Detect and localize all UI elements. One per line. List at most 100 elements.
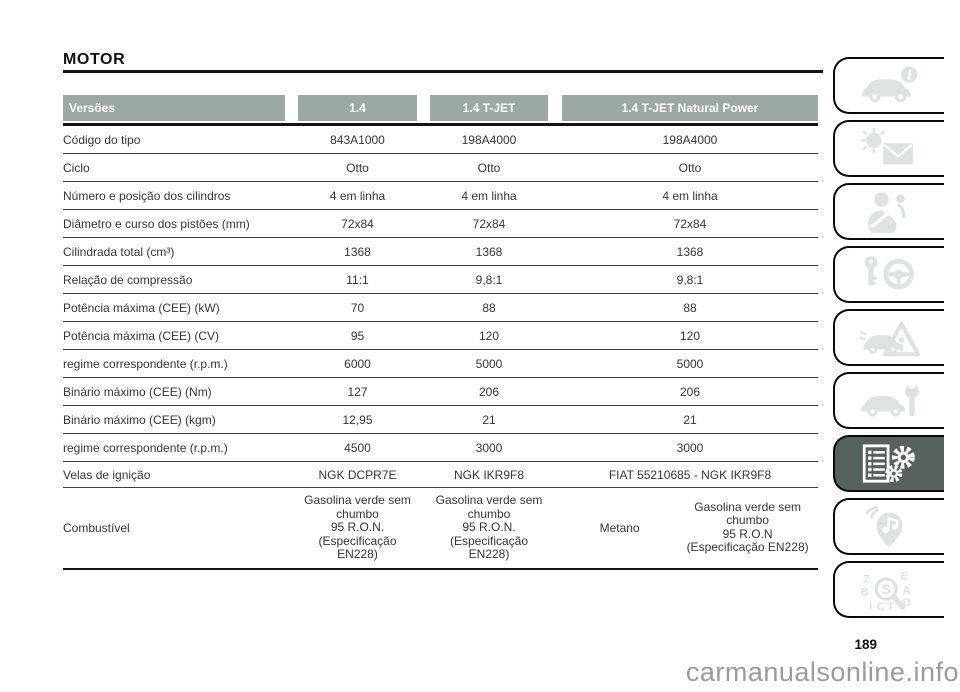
row-value: 198A4000 xyxy=(461,132,517,147)
row-value: 206 xyxy=(478,384,500,399)
row-value: 3000 xyxy=(475,440,503,455)
row-label: Código do tipo xyxy=(63,132,141,147)
svg-text:i: i xyxy=(907,67,912,83)
column-header-1-4: 1.4 xyxy=(298,95,417,121)
tab-multimedia[interactable] xyxy=(833,498,944,555)
row-value: Otto xyxy=(678,160,702,175)
row-value: Otto xyxy=(346,160,369,175)
tab-car-overview[interactable]: i xyxy=(833,57,944,114)
row-value: FIAT 55210685 - NGK IKR9F8 xyxy=(608,467,772,482)
column-header-versions: Versões xyxy=(63,95,285,121)
table-row: Diâmetro e curso dos pistões (mm) 72x84 … xyxy=(63,210,818,238)
column-header-1-4-tjet-np: 1.4 T-JET Natural Power xyxy=(562,95,818,121)
emergency-icon xyxy=(858,321,920,356)
table-row: regime correspondente (r.p.m.) 4500 3000… xyxy=(63,434,818,462)
row-value: 4 em linha xyxy=(662,188,718,203)
table-row: Potência máxima (CEE) (CV) 95 120 120 xyxy=(63,322,818,350)
svg-text:C: C xyxy=(876,601,884,611)
starting-driving-icon xyxy=(864,255,914,289)
table-row: Ciclo Otto Otto Otto xyxy=(63,154,818,182)
svg-text:D: D xyxy=(902,597,910,609)
svg-text:A: A xyxy=(902,584,910,596)
fuel-value-1-4-tjet-np: Metano Gasolina verde sem chumbo 95 R.O.… xyxy=(562,499,818,555)
row-value: 120 xyxy=(478,328,500,343)
table-row: regime correspondente (r.p.m.) 6000 5000… xyxy=(63,350,818,378)
row-value: 95 xyxy=(350,328,365,343)
svg-text:T: T xyxy=(887,601,894,611)
row-value: 5000 xyxy=(475,356,503,371)
row-label: Ciclo xyxy=(63,160,90,175)
table-row: Relação de compressão 11:1 9,8:1 9,8:1 xyxy=(63,266,818,294)
tab-alphabetical-index[interactable]: Z E B A I C T D S xyxy=(833,561,944,618)
row-value: 5000 xyxy=(676,356,704,371)
row-label: Potência máxima (CEE) (kW) xyxy=(63,300,220,315)
row-value: 198A4000 xyxy=(662,132,718,147)
table-row-spark-plugs: Velas de ignição NGK DCPR7E NGK IKR9F8 F… xyxy=(63,462,818,488)
section-tab-bar: i xyxy=(833,57,960,624)
row-value: 3000 xyxy=(676,440,704,455)
tab-warning-lights-messages[interactable] xyxy=(833,120,944,177)
row-label: Diâmetro e curso dos pistões (mm) xyxy=(63,216,250,231)
fuel-metano: Metano xyxy=(599,520,640,535)
table-row: Cilindrada total (cm³) 1368 1368 1368 xyxy=(63,238,818,266)
row-value: 11:1 xyxy=(346,272,369,287)
page-number: 189 xyxy=(854,637,877,652)
row-value: 4500 xyxy=(344,440,371,455)
row-value: 72x84 xyxy=(673,216,707,231)
alphabetical-index-icon: Z E B A I C T D S xyxy=(860,570,910,611)
svg-text:I: I xyxy=(869,600,872,611)
title-divider xyxy=(63,70,823,73)
row-value: 21 xyxy=(683,412,697,427)
fuel-value-1-4-tjet: Gasolina verde sem chumbo 95 R.O.N. (Esp… xyxy=(435,493,543,561)
tab-safety[interactable] xyxy=(833,183,944,240)
header-divider xyxy=(63,123,818,126)
table-row: Número e posição dos cilindros 4 em linh… xyxy=(63,182,818,210)
row-label: Velas de ignição xyxy=(63,467,151,482)
row-value: 9,8:1 xyxy=(676,272,704,287)
svg-text:Z: Z xyxy=(863,573,870,585)
row-label: Relação de compressão xyxy=(63,272,193,287)
row-value: 206 xyxy=(679,384,701,399)
engine-spec-table: Versões 1.4 1.4 T-JET 1.4 T-JET Natural … xyxy=(63,95,818,570)
svg-text:B: B xyxy=(860,586,868,598)
row-value: 88 xyxy=(482,300,496,315)
row-value: 12,95 xyxy=(342,412,373,427)
row-value: 4 em linha xyxy=(461,188,517,203)
row-value: 6000 xyxy=(344,356,371,371)
row-value: 1368 xyxy=(475,244,503,259)
row-value: NGK IKR9F8 xyxy=(453,467,525,482)
row-label: regime correspondente (r.p.m.) xyxy=(63,440,228,455)
svg-text:E: E xyxy=(900,570,908,582)
row-value: Otto xyxy=(477,160,501,175)
row-label: Cilindrada total (cm³) xyxy=(63,244,175,259)
table-row: Binário máximo (CEE) (kgm) 12,95 21 21 xyxy=(63,406,818,434)
row-value: 127 xyxy=(347,384,368,399)
fuel-value-1-4: Gasolina verde sem chumbo 95 R.O.N. (Esp… xyxy=(304,493,411,561)
page-title: MOTOR xyxy=(63,51,126,68)
safety-airbag-icon xyxy=(867,191,905,233)
warning-lights-messages-icon xyxy=(860,127,913,164)
tab-maintenance[interactable] xyxy=(833,372,944,429)
row-value: 843A1000 xyxy=(330,132,385,147)
multimedia-icon xyxy=(864,505,902,547)
tab-emergency[interactable] xyxy=(833,309,944,366)
svg-text:S: S xyxy=(881,581,890,596)
row-value: 21 xyxy=(482,412,496,427)
row-value: NGK DCPR7E xyxy=(318,467,397,482)
row-label: Número e posição dos cilindros xyxy=(63,188,231,203)
watermark: carmanualsonline.info xyxy=(685,657,959,687)
technical-data-icon xyxy=(862,443,915,483)
row-value: 72x84 xyxy=(472,216,506,231)
row-value: 9,8:1 xyxy=(475,272,503,287)
tab-technical-data[interactable] xyxy=(833,435,944,492)
row-label: Binário máximo (CEE) (kgm) xyxy=(63,412,216,427)
tab-starting-driving[interactable] xyxy=(833,246,944,303)
row-label: regime correspondente (r.p.m.) xyxy=(63,356,228,371)
car-overview-icon: i xyxy=(861,65,917,102)
row-label: Binário máximo (CEE) (Nm) xyxy=(63,384,212,399)
table-row: Binário máximo (CEE) (Nm) 127 206 206 xyxy=(63,378,818,406)
row-value: 88 xyxy=(683,300,697,315)
row-value: 4 em linha xyxy=(329,188,386,203)
table-row-fuel: Combustível Gasolina verde sem chumbo 95… xyxy=(63,488,818,570)
fuel-petrol-np: Gasolina verde sem chumbo 95 R.O.N (Espe… xyxy=(686,499,809,555)
